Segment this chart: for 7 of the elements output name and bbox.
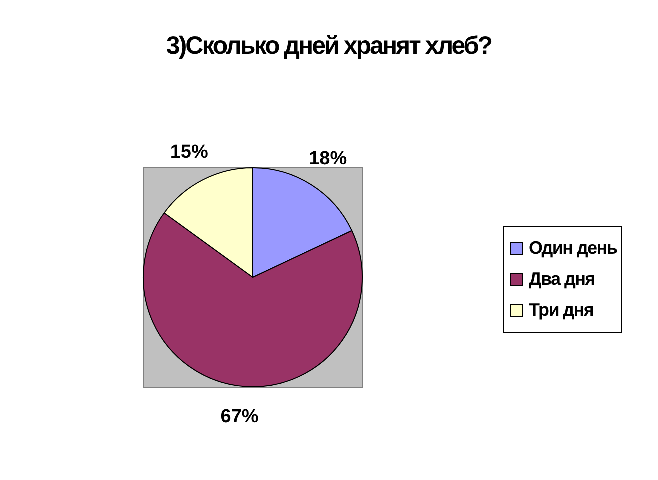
legend-label: Два дня (529, 269, 595, 290)
data-label: 67% (220, 406, 259, 428)
data-label: 18% (309, 148, 348, 170)
chart-title: 3)Сколько дней хранят хлеб? (165, 32, 493, 61)
data-label: 15% (170, 142, 208, 163)
legend-label: Три дня (529, 300, 594, 321)
legend-label: Один день (529, 238, 618, 259)
